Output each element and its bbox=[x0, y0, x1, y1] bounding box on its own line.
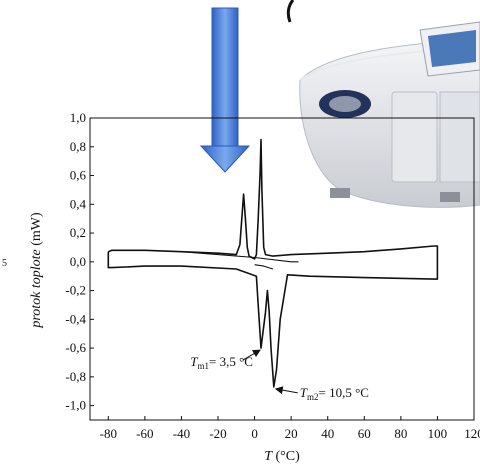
x-tick-label: 80 bbox=[394, 426, 407, 441]
y-tick-label: -0,4 bbox=[65, 311, 86, 326]
x-tick-label: -80 bbox=[100, 426, 117, 441]
peak-arrow bbox=[274, 386, 298, 395]
dsc-curve-1 bbox=[107, 138, 439, 388]
x-tick-label: -60 bbox=[136, 426, 153, 441]
x-axis-ticks: -80 -60 -40 -20 0 20 40 60 80 100 120 bbox=[100, 416, 480, 441]
dsc-instrument-illustration bbox=[299, 21, 480, 208]
y-tick-label: -0,2 bbox=[65, 283, 86, 298]
y-tick-label: 0,6 bbox=[70, 168, 87, 183]
dsc-curve-3 bbox=[254, 264, 274, 270]
y-axis-label: protok toplote (mW) bbox=[29, 212, 44, 329]
y-tick-label: 0,4 bbox=[70, 196, 87, 211]
cropped-title-glyph bbox=[286, 0, 295, 23]
peak-annotations: Tm1= 3,5 °C Tm2= 10,5 °C bbox=[190, 349, 369, 402]
dsc-curve-2 bbox=[181, 251, 299, 263]
x-tick-label: 20 bbox=[285, 426, 298, 441]
x-tick-label: 60 bbox=[358, 426, 371, 441]
x-tick-label: 120 bbox=[464, 426, 480, 441]
x-tick-label: 100 bbox=[428, 426, 448, 441]
y-axis-ticks: 1,0 0,8 0,6 0,4 0,2 0,0 -0,2 -0,4 -0,6 -0,8 -1,0 bbox=[65, 110, 94, 413]
y-tick-label: 0,2 bbox=[70, 225, 86, 240]
down-arrow-icon bbox=[199, 7, 251, 173]
plot-frame bbox=[89, 117, 475, 421]
y-tick-label: -1,0 bbox=[65, 398, 86, 413]
y-tick-label: -0,8 bbox=[65, 369, 86, 384]
y-tick-label: 0,0 bbox=[70, 254, 86, 269]
y-tick-label: -0,6 bbox=[65, 340, 86, 355]
peak-label: Tm1= 3,5 °C bbox=[190, 354, 253, 371]
y-tick-label: 0,8 bbox=[70, 139, 86, 154]
x-tick-label: 40 bbox=[321, 426, 334, 441]
x-axis-label: T (°C) bbox=[264, 449, 300, 464]
peak-label: Tm2= 10,5 °C bbox=[300, 385, 369, 402]
x-tick-label: -20 bbox=[209, 426, 226, 441]
x-tick-label: 0 bbox=[251, 426, 258, 441]
peak-arrow bbox=[242, 349, 261, 361]
left-margin-text: 5 bbox=[2, 258, 7, 269]
x-tick-label: -40 bbox=[173, 426, 190, 441]
y-tick-label: 1,0 bbox=[70, 110, 86, 125]
dsc-curves bbox=[107, 138, 439, 388]
